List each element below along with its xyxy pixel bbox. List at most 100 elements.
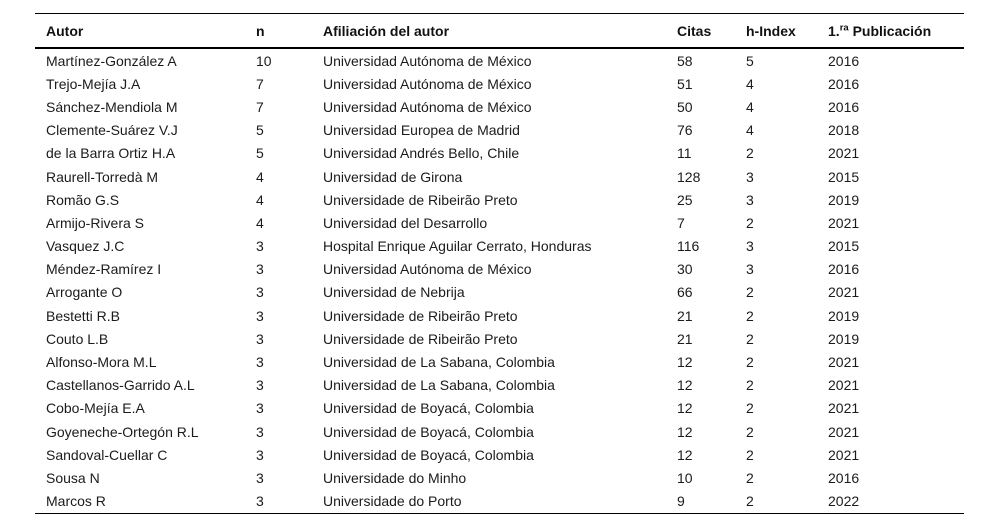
citations-cell: 25 <box>677 191 693 208</box>
first-publication-cell: 2019 <box>828 191 860 208</box>
table-row: Cobo-Mejía E.A 3 Universidad de Boyacá, Co… <box>35 397 964 420</box>
table-body: Martínez-González A 10 Universidad Autónom… <box>35 48 964 513</box>
header-citas: Citas <box>677 13 746 49</box>
author-cell: Sánchez-Mendiola M <box>46 98 178 115</box>
affiliation-cell: Hospital Enrique Aguilar Cerrato, Hondur… <box>323 238 592 255</box>
author-cell: Romão G.S <box>46 191 120 208</box>
table-row: Sánchez-Mendiola M 7 Universidad Autónoma … <box>35 95 964 118</box>
affiliation-cell: Universidad Autónoma de México <box>323 52 532 69</box>
h-index-cell: 3 <box>746 168 754 185</box>
affiliation-cell: Universidade do Porto <box>323 493 462 510</box>
header-n: n <box>256 13 323 49</box>
first-publication-cell: 2021 <box>828 377 860 394</box>
citations-cell: 58 <box>677 52 693 69</box>
citations-cell: 21 <box>677 307 693 324</box>
author-cell: Martínez-González A <box>46 52 177 69</box>
table-row: Trejo-Mejía J.A 7 Universidad Autónoma de … <box>35 72 964 95</box>
table-row: Armijo-Rivera S 4 Universidad del Desarrol… <box>35 211 964 234</box>
table-row: Marcos R 3 Universidade do Porto 9 2 2022 <box>35 490 964 514</box>
first-publication-cell: 2018 <box>828 122 860 139</box>
table-row: Sousa N 3 Universidade do Minho 10 2 2016 <box>35 466 964 489</box>
affiliation-cell: Universidade do Minho <box>323 469 467 486</box>
citations-cell: 116 <box>677 238 700 255</box>
citations-cell: 12 <box>677 446 693 463</box>
n-cell: 3 <box>256 284 264 301</box>
n-cell: 3 <box>256 469 264 486</box>
h-index-cell: 2 <box>746 377 754 394</box>
first-publication-cell: 2015 <box>828 238 860 255</box>
table-row: Castellanos-Garrido A.L 3 Universidad de L… <box>35 374 964 397</box>
author-cell: Vasquez J.C <box>46 238 125 255</box>
h-index-cell: 2 <box>746 469 754 486</box>
citations-cell: 9 <box>677 493 685 510</box>
first-publication-cell: 2021 <box>828 400 860 417</box>
first-publication-cell: 2016 <box>828 469 860 486</box>
author-cell: Arrogante O <box>46 284 123 301</box>
author-cell: Sousa N <box>46 469 100 486</box>
author-cell: Trejo-Mejía J.A <box>46 75 141 92</box>
table-row: Goyeneche-Ortegón R.L 3 Universidad de Boy… <box>35 420 964 443</box>
n-cell: 5 <box>256 122 264 139</box>
n-cell: 3 <box>256 400 264 417</box>
author-cell: Marcos R <box>46 493 106 510</box>
table-row: Couto L.B 3 Universidade de Ribeirão Preto… <box>35 327 964 350</box>
h-index-cell: 2 <box>746 493 754 510</box>
table-row: Romão G.S 4 Universidade de Ribeirão Preto… <box>35 188 964 211</box>
author-cell: Sandoval-Cuellar C <box>46 446 168 463</box>
table-row: Martínez-González A 10 Universidad Autónom… <box>35 48 964 72</box>
affiliation-cell: Universidad Europea de Madrid <box>323 122 520 139</box>
h-index-cell: 4 <box>746 122 754 139</box>
n-cell: 3 <box>256 307 264 324</box>
h-index-cell: 2 <box>746 330 754 347</box>
h-index-cell: 5 <box>746 52 754 69</box>
author-cell: Goyeneche-Ortegón R.L <box>46 423 199 440</box>
affiliation-cell: Universidad de Boyacá, Colombia <box>323 446 534 463</box>
affiliation-cell: Universidad Andrés Bello, Chile <box>323 145 520 162</box>
citations-cell: 76 <box>677 122 693 139</box>
table-row: de la Barra Ortiz H.A 5 Universidad Andrés… <box>35 142 964 165</box>
affiliation-cell: Universidad de Boyacá, Colombia <box>323 423 534 440</box>
author-cell: Méndez-Ramírez I <box>46 261 162 278</box>
author-cell: Couto L.B <box>46 330 109 347</box>
affiliation-cell: Universidad Autónoma de México <box>323 98 532 115</box>
citations-cell: 128 <box>677 168 701 185</box>
n-cell: 4 <box>256 214 264 231</box>
citations-cell: 51 <box>677 75 693 92</box>
author-cell: de la Barra Ortiz H.A <box>46 145 176 162</box>
header-row: Autor n Afiliación del autor Citas h-Ind… <box>35 13 964 49</box>
first-publication-cell: 2021 <box>828 446 860 463</box>
n-cell: 4 <box>256 191 264 208</box>
n-cell: 5 <box>256 145 264 162</box>
affiliation-cell: Universidad Autónoma de México <box>323 261 532 278</box>
affiliation-cell: Universidad de La Sabana, Colombia <box>323 377 555 394</box>
n-cell: 10 <box>256 52 272 69</box>
h-index-cell: 2 <box>746 446 754 463</box>
header-afiliacion: Afiliación del autor <box>323 13 677 49</box>
citations-cell: 21 <box>677 330 693 347</box>
n-cell: 7 <box>256 75 264 92</box>
table-row: Sandoval-Cuellar C 3 Universidad de Boyacá… <box>35 443 964 466</box>
n-cell: 4 <box>256 168 264 185</box>
citations-cell: 7 <box>677 214 685 231</box>
n-cell: 3 <box>256 446 264 463</box>
h-index-cell: 2 <box>746 423 754 440</box>
citations-cell: 10 <box>677 469 693 486</box>
citations-cell: 12 <box>677 354 693 371</box>
first-publication-cell: 2016 <box>828 75 860 92</box>
table-row: Arrogante O 3 Universidad de Nebrija 66 2 202… <box>35 281 964 304</box>
h-index-cell: 2 <box>746 214 754 231</box>
authors-table: Autor n Afiliación del autor Citas h-Ind… <box>35 13 964 514</box>
n-cell: 3 <box>256 493 264 510</box>
n-cell: 7 <box>256 98 264 115</box>
h-index-cell: 3 <box>746 191 754 208</box>
table-row: Alfonso-Mora M.L 3 Universidad de La Saban… <box>35 350 964 373</box>
affiliation-cell: Universidade de Ribeirão Preto <box>323 191 518 208</box>
affiliation-cell: Universidade de Ribeirão Preto <box>323 330 518 347</box>
n-cell: 3 <box>256 261 264 278</box>
author-cell: Bestetti R.B <box>46 307 120 324</box>
author-cell: Cobo-Mejía E.A <box>46 400 145 417</box>
affiliation-cell: Universidad de Nebrija <box>323 284 465 301</box>
header-autor: Autor <box>35 13 256 49</box>
h-index-cell: 2 <box>746 284 754 301</box>
